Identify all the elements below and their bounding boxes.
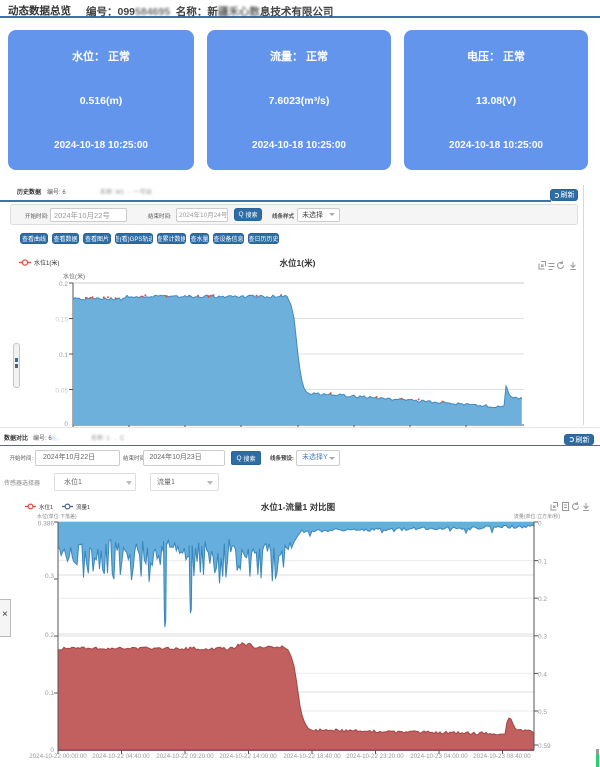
svg-text:0.1: 0.1 bbox=[538, 559, 547, 566]
svg-text:0: 0 bbox=[538, 521, 542, 528]
svg-text:0: 0 bbox=[64, 421, 68, 428]
svg-text:流量1: 流量1 bbox=[76, 503, 90, 511]
svg-text:2024-10-22 18:40:00: 2024-10-22 18:40:00 bbox=[283, 753, 341, 760]
svg-text:0.386: 0.386 bbox=[38, 521, 55, 528]
svg-text:2024-10-22 14:00:00: 2024-10-22 14:00:00 bbox=[219, 753, 277, 760]
svg-text:2024-10-23 08:40:00: 2024-10-23 08:40:00 bbox=[473, 753, 531, 760]
svg-text:2024-10-22 23:20:00: 2024-10-22 23:20:00 bbox=[346, 753, 404, 760]
svg-text:0.3: 0.3 bbox=[538, 634, 547, 641]
svg-text:0.2: 0.2 bbox=[45, 632, 54, 639]
svg-text:0.3: 0.3 bbox=[45, 573, 54, 580]
svg-text:0.2: 0.2 bbox=[59, 281, 68, 288]
svg-text:2024-10-22 04:40:00: 2024-10-22 04:40:00 bbox=[92, 753, 150, 760]
svg-text:0.15: 0.15 bbox=[55, 317, 68, 324]
svg-text:0: 0 bbox=[50, 747, 54, 754]
svg-text:流量(单位:立方米/秒): 流量(单位:立方米/秒) bbox=[514, 513, 560, 520]
svg-text:2024-10-22 00:00:00: 2024-10-22 00:00:00 bbox=[29, 753, 87, 760]
svg-text:0.59: 0.59 bbox=[538, 743, 551, 750]
svg-text:水位1: 水位1 bbox=[39, 503, 53, 511]
svg-text:2024-10-22 09:20:00: 2024-10-22 09:20:00 bbox=[156, 753, 214, 760]
svg-text:2024-10-23 04:00:00: 2024-10-23 04:00:00 bbox=[410, 753, 468, 760]
svg-text:0.4: 0.4 bbox=[538, 672, 547, 679]
svg-text:0.05: 0.05 bbox=[55, 388, 68, 395]
svg-text:水位(米): 水位(米) bbox=[63, 273, 85, 281]
svg-text:水位1-流量1 对比图: 水位1-流量1 对比图 bbox=[260, 502, 335, 512]
svg-text:0.1: 0.1 bbox=[59, 352, 68, 359]
svg-text:水位(单位:下落差): 水位(单位:下落差) bbox=[37, 513, 77, 520]
svg-text:0.1: 0.1 bbox=[45, 690, 54, 697]
svg-text:水位1(米): 水位1(米) bbox=[279, 258, 316, 268]
svg-text:水位1(米): 水位1(米) bbox=[34, 259, 59, 267]
svg-text:0.5: 0.5 bbox=[538, 709, 547, 716]
svg-text:0.2: 0.2 bbox=[538, 596, 547, 603]
